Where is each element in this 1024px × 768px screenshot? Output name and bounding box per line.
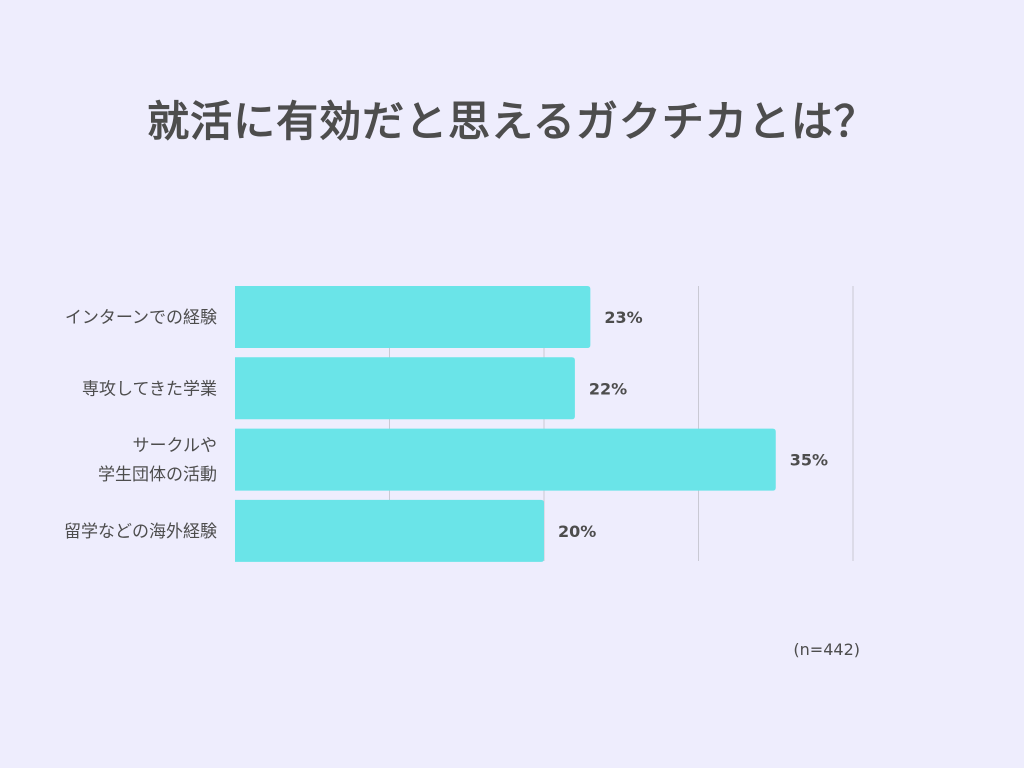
sample-size-note: (n=442) bbox=[793, 640, 860, 659]
value-labels: 23% 22% 35% 20% bbox=[558, 308, 828, 541]
value-label-1: 22% bbox=[589, 379, 627, 398]
bar-2 bbox=[235, 428, 776, 491]
category-label-line: 学生団体の活動 bbox=[98, 465, 217, 485]
bar-0 bbox=[235, 286, 591, 348]
category-label-0: インターンでの経験 bbox=[65, 308, 217, 328]
bar-1 bbox=[235, 357, 575, 420]
value-label-3: 20% bbox=[558, 522, 596, 541]
category-label-2: サークルや学生団体の活動 bbox=[98, 436, 217, 485]
category-label-3: 留学などの海外経験 bbox=[64, 522, 217, 542]
value-label-2: 35% bbox=[790, 451, 828, 470]
category-label-line: サークルや bbox=[133, 436, 218, 456]
value-label-0: 23% bbox=[604, 308, 642, 327]
category-label-line: 留学などの海外経験 bbox=[64, 522, 217, 542]
category-label-1: 専攻してきた学業 bbox=[82, 379, 217, 399]
bars bbox=[235, 286, 776, 562]
category-label-line: インターンでの経験 bbox=[65, 308, 217, 328]
category-label-line: 専攻してきた学業 bbox=[82, 379, 217, 399]
chart-title: 就活に有効だと思えるガクチカとは？ bbox=[147, 97, 877, 146]
bar-3 bbox=[235, 499, 544, 562]
